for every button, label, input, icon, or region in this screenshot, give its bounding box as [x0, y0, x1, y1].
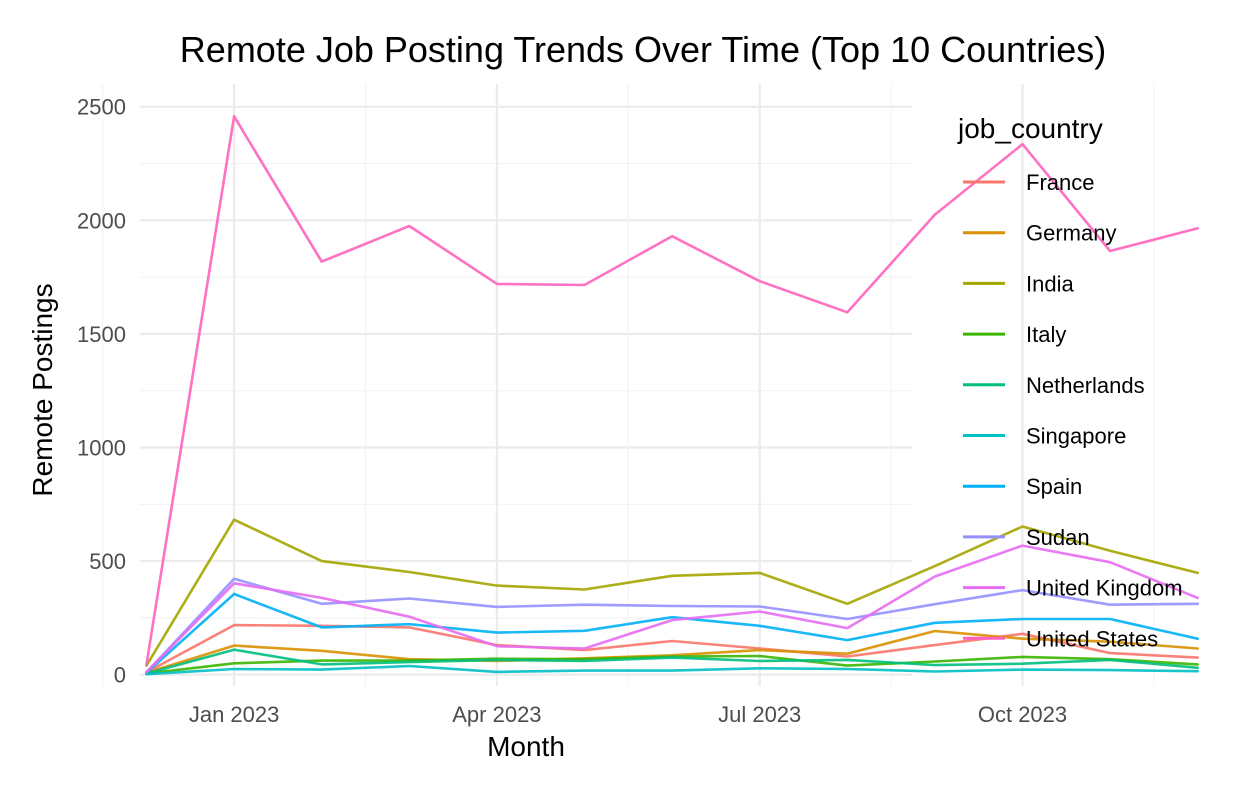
series-line-india	[145, 518, 1199, 667]
y-tick-label: 2500	[77, 95, 126, 120]
y-tick-label: 0	[114, 663, 126, 688]
legend-title: job_country	[957, 113, 1103, 144]
legend-item: Germany	[963, 221, 1116, 246]
x-tick-label: Jul 2023	[718, 702, 801, 727]
x-axis-title: Month	[487, 731, 565, 762]
y-axis-title: Remote Postings	[27, 283, 58, 496]
x-tick-label: Oct 2023	[978, 702, 1067, 727]
x-axis-ticks: Jan 2023 Apr 2023 Jul 2023 Oct 2023	[189, 702, 1067, 727]
series-line-united-states	[145, 115, 1199, 666]
x-tick-label: Apr 2023	[452, 702, 541, 727]
legend-item: Netherlands	[963, 373, 1145, 398]
legend-label: Spain	[1026, 474, 1082, 499]
legend-item: Italy	[963, 322, 1066, 347]
y-tick-label: 1000	[77, 435, 126, 460]
series-line-sudan	[145, 577, 1199, 674]
legend-item: France	[963, 170, 1094, 195]
chart-title: Remote Job Posting Trends Over Time (Top…	[180, 29, 1106, 70]
series-line-united-kingdom	[145, 544, 1199, 674]
series-lines	[145, 115, 1199, 676]
legend-label: Germany	[1026, 221, 1116, 246]
legend-label: Italy	[1026, 322, 1066, 347]
legend-label: Netherlands	[1026, 373, 1145, 398]
y-tick-label: 2000	[77, 208, 126, 233]
y-tick-label: 500	[89, 549, 126, 574]
legend-item: Spain	[963, 474, 1082, 499]
grid	[102, 84, 1155, 686]
series-line-netherlands	[145, 648, 1199, 675]
legend-label: United States	[1026, 626, 1158, 651]
y-tick-label: 1500	[77, 322, 126, 347]
series-line-france	[145, 623, 1199, 674]
legend-item: Singapore	[963, 424, 1126, 449]
legend-item: India	[963, 271, 1074, 296]
legend-item: United Kingdom	[963, 576, 1183, 601]
legend-label: France	[1026, 170, 1094, 195]
legend-label: United Kingdom	[1026, 576, 1183, 601]
x-tick-label: Jan 2023	[189, 702, 280, 727]
legend: job_country France Germany India Italy Nethe…	[957, 113, 1183, 651]
legend-item: United States	[963, 626, 1158, 651]
series-line-spain	[145, 592, 1199, 675]
legend-label: Sudan	[1026, 525, 1090, 550]
legend-label: India	[1026, 271, 1074, 296]
legend-item: Sudan	[963, 525, 1090, 550]
y-axis-ticks: 0 500 1000 1500 2000 2500	[77, 95, 126, 688]
series-line-singapore	[145, 664, 1199, 676]
legend-label: Singapore	[1026, 424, 1126, 449]
